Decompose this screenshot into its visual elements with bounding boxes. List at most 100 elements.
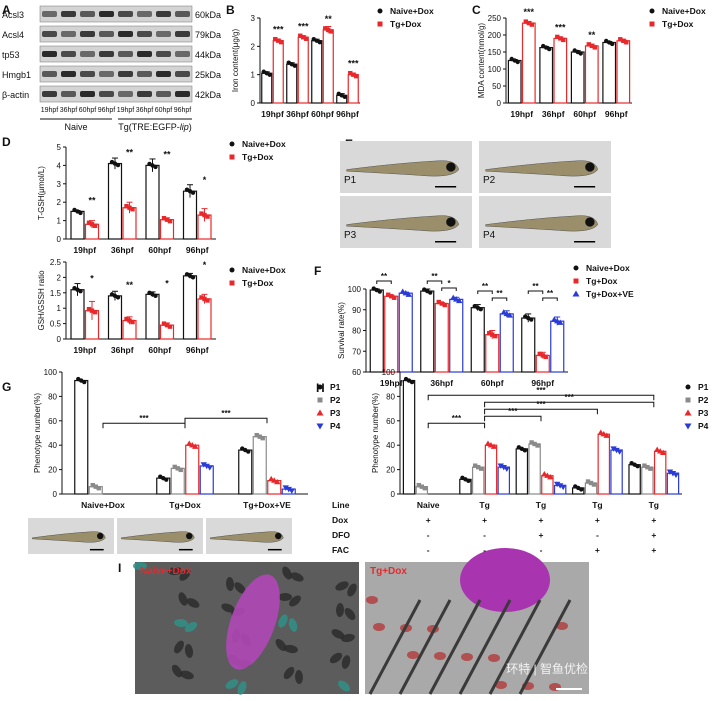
data-point	[200, 462, 207, 468]
data-point	[92, 223, 98, 228]
condition-cell: +	[651, 545, 656, 555]
blot-band	[99, 91, 114, 97]
larva-body	[32, 531, 106, 543]
condition-cell: -	[596, 530, 599, 540]
data-point	[616, 449, 623, 455]
data-point	[547, 46, 552, 52]
legend-label: Naive+Dox	[390, 6, 434, 16]
data-point	[618, 37, 623, 42]
blot-band	[80, 31, 95, 37]
significance-label: ***	[452, 414, 462, 423]
data-point	[386, 292, 391, 297]
blot-band	[137, 91, 152, 97]
y-tick-label: 0	[497, 99, 502, 108]
significance-label: ***	[298, 21, 309, 31]
blot-band	[175, 51, 190, 57]
blot-band	[118, 31, 133, 37]
blot-strip	[39, 65, 193, 83]
data-point	[635, 464, 640, 469]
bar-p2	[252, 436, 267, 495]
larva-eye	[275, 532, 282, 540]
data-point	[257, 434, 262, 439]
blot-kda-label: 60kDa	[195, 10, 221, 20]
blot-band	[99, 11, 114, 17]
data-point	[260, 435, 265, 441]
data-point	[476, 464, 481, 470]
tem-organelle	[341, 655, 351, 669]
tem-organelle	[556, 622, 568, 630]
data-point	[202, 296, 207, 302]
significance-label: ***	[536, 400, 546, 409]
x-tick-label: 19hpf	[510, 109, 533, 119]
data-point	[610, 446, 617, 452]
tem-organelle	[179, 569, 191, 581]
blot-band	[61, 71, 76, 77]
blot-band	[156, 71, 171, 77]
data-point	[535, 443, 540, 448]
condition-row-label: FAC	[332, 545, 349, 555]
y-tick-label: 80	[386, 392, 395, 401]
bar-naive-dox	[70, 289, 85, 340]
data-point	[543, 354, 548, 360]
y-tick-label: 150	[488, 48, 502, 57]
data-point	[685, 397, 691, 403]
data-point	[585, 479, 591, 484]
panel-letter: G	[2, 380, 11, 394]
x-tick-label: 96hpf	[336, 109, 359, 119]
tem-organelle	[347, 583, 357, 597]
data-point	[203, 463, 210, 470]
tem-organelle	[488, 654, 500, 662]
tem-organelle	[366, 596, 378, 604]
significance-label: *	[203, 260, 207, 270]
tem-left-nucleus	[226, 574, 280, 670]
data-point	[348, 70, 353, 76]
data-point	[419, 484, 425, 489]
legend-label: Naive+Dox	[242, 265, 286, 275]
data-point	[532, 441, 537, 447]
legend-label: Naive+Dox	[586, 263, 630, 273]
data-point	[285, 486, 292, 493]
data-point	[282, 485, 289, 491]
x-tick-label: 60hpf	[573, 109, 596, 119]
condition-cell: Tg	[592, 500, 602, 510]
tem-organelle	[283, 666, 295, 680]
significance-bracket	[542, 297, 558, 301]
condition-cell: +	[651, 515, 656, 525]
significance-bracket	[102, 422, 186, 429]
naive-group-label: Naive	[64, 122, 87, 132]
bar-naive-dox	[182, 190, 198, 240]
significance-label: ***	[555, 22, 566, 32]
legend-label: Tg+Dox	[242, 278, 274, 288]
bar-p4	[610, 449, 623, 495]
data-point	[164, 322, 170, 328]
condition-cell: Tg	[479, 500, 489, 510]
tem-organelle	[225, 577, 235, 591]
blot-band	[61, 51, 76, 57]
data-point	[329, 29, 334, 34]
bar-naive-dox	[107, 162, 123, 240]
tem-organelle	[331, 629, 345, 639]
data-point	[161, 321, 167, 326]
bar-naive-dox	[369, 289, 384, 373]
data-point	[377, 21, 383, 27]
bar-tg-dox-ve	[550, 320, 565, 373]
bar-p1	[628, 464, 641, 495]
data-point	[254, 432, 259, 438]
bar-tg-dox	[521, 22, 536, 104]
bar-p2	[170, 467, 185, 495]
larva-eye	[585, 217, 595, 227]
tem-organelle	[284, 644, 298, 654]
bar-tg-dox	[584, 45, 599, 104]
bar-p4	[199, 465, 214, 495]
data-point	[192, 443, 199, 449]
larva-label: P1	[344, 175, 357, 186]
data-point	[529, 440, 534, 445]
blot-band	[42, 91, 57, 97]
data-point	[124, 204, 129, 209]
blot-band	[42, 31, 57, 37]
bar-p1	[238, 449, 253, 495]
data-point	[586, 42, 591, 47]
data-point	[428, 290, 433, 295]
blot-band	[80, 91, 95, 97]
condition-cell: Tg	[536, 500, 546, 510]
